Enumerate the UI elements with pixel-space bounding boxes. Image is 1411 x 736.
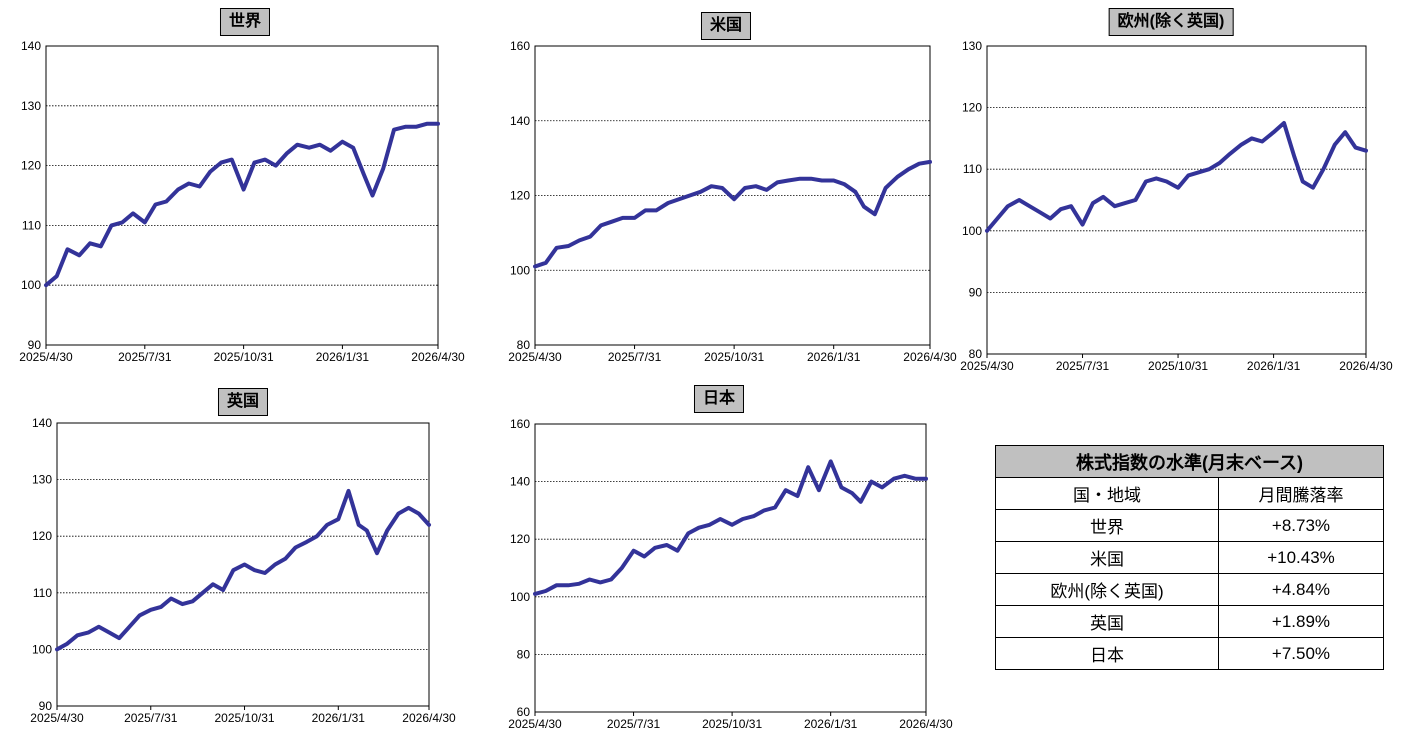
y-tick-label: 130 [32, 473, 52, 487]
region-cell: 英国 [995, 605, 1219, 638]
series-line [55, 488, 431, 652]
chart-title: 欧州(除く英国) [1108, 8, 1234, 36]
y-tick-label: 80 [517, 338, 531, 352]
chart-title: 日本 [693, 385, 745, 413]
y-tick-label: 60 [517, 705, 531, 719]
plot-frame [534, 45, 931, 346]
y-tick-label: 110 [963, 162, 982, 176]
table-row: 欧州(除く英国) +4.84% [995, 573, 1384, 606]
y-tick-label: 100 [962, 224, 982, 238]
chart-europe: 欧州(除く英国) 80 90 100 110 120 130 2025/4/30 2025/7… [945, 0, 1411, 380]
x-tick-label: 2025/4/30 [508, 350, 562, 364]
change-cell: +10.43% [1218, 541, 1384, 574]
series-line [533, 459, 928, 596]
x-tick-label: 2025/7/31 [118, 350, 172, 364]
plot-frame [56, 422, 430, 707]
y-tick-label: 100 [510, 590, 530, 604]
chart-uk: 英国 90 100 110 120 130 140 2025/4/30 2025/7/31 20… [0, 380, 470, 736]
x-tick-label: 2026/4/30 [411, 350, 465, 364]
table-row: 日本 +7.50% [995, 637, 1384, 670]
y-tick-label: 110 [22, 218, 41, 232]
region-cell: 米国 [995, 541, 1219, 574]
series-line [985, 121, 1368, 233]
y-tick-label: 90 [28, 338, 42, 352]
change-cell: +8.73% [1218, 509, 1384, 542]
y-tick-label: 130 [962, 39, 982, 53]
chart-title: 英国 [217, 388, 269, 416]
x-tick-label: 2026/1/31 [804, 717, 858, 731]
chart-svg: 90 100 110 120 130 140 2025/4/30 2025/7/31 2025/… [19, 39, 465, 364]
change-cell: +4.84% [1218, 573, 1384, 606]
plot-frame [45, 45, 439, 346]
x-tick-label: 2025/7/31 [607, 717, 661, 731]
x-tick-label: 2025/4/30 [960, 359, 1014, 373]
x-tick-label: 2026/4/30 [1339, 359, 1393, 373]
x-tick-label: 2026/1/31 [1247, 359, 1301, 373]
table-row: 英国 +1.89% [995, 605, 1384, 638]
x-tick-label: 2025/10/31 [214, 711, 274, 725]
plot-frame [534, 423, 927, 713]
region-cell: 世界 [995, 509, 1219, 542]
x-tick-label: 2025/10/31 [702, 717, 762, 731]
table-header-region: 国・地域 [995, 477, 1219, 510]
y-tick-label: 100 [32, 642, 52, 656]
y-tick-label: 140 [510, 475, 530, 489]
series-line [44, 121, 440, 288]
region-cell: 日本 [995, 637, 1219, 670]
chart-japan: 日本 60 80 100 120 140 160 2025/4/30 2025/7/31 202… [490, 380, 953, 736]
y-tick-label: 120 [21, 159, 41, 173]
index-table: 株式指数の水準(月末ベース) 国・地域 月間騰落率 世界 +8.73% 米国 +… [995, 445, 1384, 670]
x-tick-label: 2025/7/31 [608, 350, 662, 364]
chart-world: 世界 90 100 110 120 130 140 2025/4/30 2025/7/31 20… [0, 0, 470, 370]
plot-frame [986, 45, 1367, 355]
x-tick-label: 2026/1/31 [316, 350, 370, 364]
table-header-change: 月間騰落率 [1218, 477, 1384, 510]
y-tick-label: 100 [21, 278, 41, 292]
region-cell: 欧州(除く英国) [995, 573, 1219, 606]
x-tick-label: 2025/4/30 [30, 711, 84, 725]
x-tick-label: 2025/7/31 [1056, 359, 1110, 373]
y-tick-label: 80 [969, 347, 983, 361]
change-cell: +1.89% [1218, 605, 1384, 638]
x-tick-label: 2026/4/30 [903, 350, 957, 364]
y-tick-label: 90 [39, 699, 53, 713]
y-tick-label: 140 [32, 416, 52, 430]
y-tick-label: 130 [21, 99, 41, 113]
y-tick-label: 160 [510, 39, 530, 53]
chart-us: 米国 80 100 120 140 160 2025/4/30 2025/7/31 2025/… [490, 0, 957, 370]
y-tick-label: 100 [510, 263, 530, 277]
table-row: 米国 +10.43% [995, 541, 1384, 574]
chart-svg: 60 80 100 120 140 160 2025/4/30 2025/7/31 2025/1… [508, 417, 953, 731]
x-tick-label: 2025/4/30 [19, 350, 73, 364]
y-tick-label: 140 [510, 114, 530, 128]
table-title: 株式指数の水準(月末ベース) [995, 445, 1384, 478]
series-line [533, 159, 932, 269]
x-tick-label: 2026/4/30 [899, 717, 953, 731]
chart-title: 米国 [700, 12, 752, 40]
y-tick-label: 80 [517, 647, 531, 661]
y-tick-label: 120 [962, 101, 982, 115]
x-tick-label: 2026/4/30 [402, 711, 456, 725]
y-tick-label: 120 [510, 189, 530, 203]
x-tick-label: 2025/10/31 [1148, 359, 1208, 373]
chart-title: 世界 [219, 8, 271, 36]
x-tick-label: 2025/10/31 [214, 350, 274, 364]
x-tick-label: 2026/1/31 [312, 711, 366, 725]
table-row: 世界 +8.73% [995, 509, 1384, 542]
y-tick-label: 140 [21, 39, 41, 53]
x-tick-label: 2026/1/31 [807, 350, 861, 364]
y-tick-label: 110 [33, 586, 52, 600]
chart-svg: 80 100 120 140 160 2025/4/30 2025/7/31 2025/10/… [508, 39, 957, 364]
y-tick-label: 90 [969, 285, 983, 299]
y-tick-label: 160 [510, 417, 530, 431]
x-tick-label: 2025/10/31 [704, 350, 764, 364]
chart-svg: 80 90 100 110 120 130 2025/4/30 2025/7/31 2025/1… [960, 39, 1393, 373]
y-tick-label: 120 [510, 532, 530, 546]
x-tick-label: 2025/4/30 [508, 717, 562, 731]
chart-svg: 90 100 110 120 130 140 2025/4/30 2025/7/31 2025/… [30, 416, 456, 725]
change-cell: +7.50% [1218, 637, 1384, 670]
y-tick-label: 120 [32, 529, 52, 543]
x-tick-label: 2025/7/31 [124, 711, 178, 725]
